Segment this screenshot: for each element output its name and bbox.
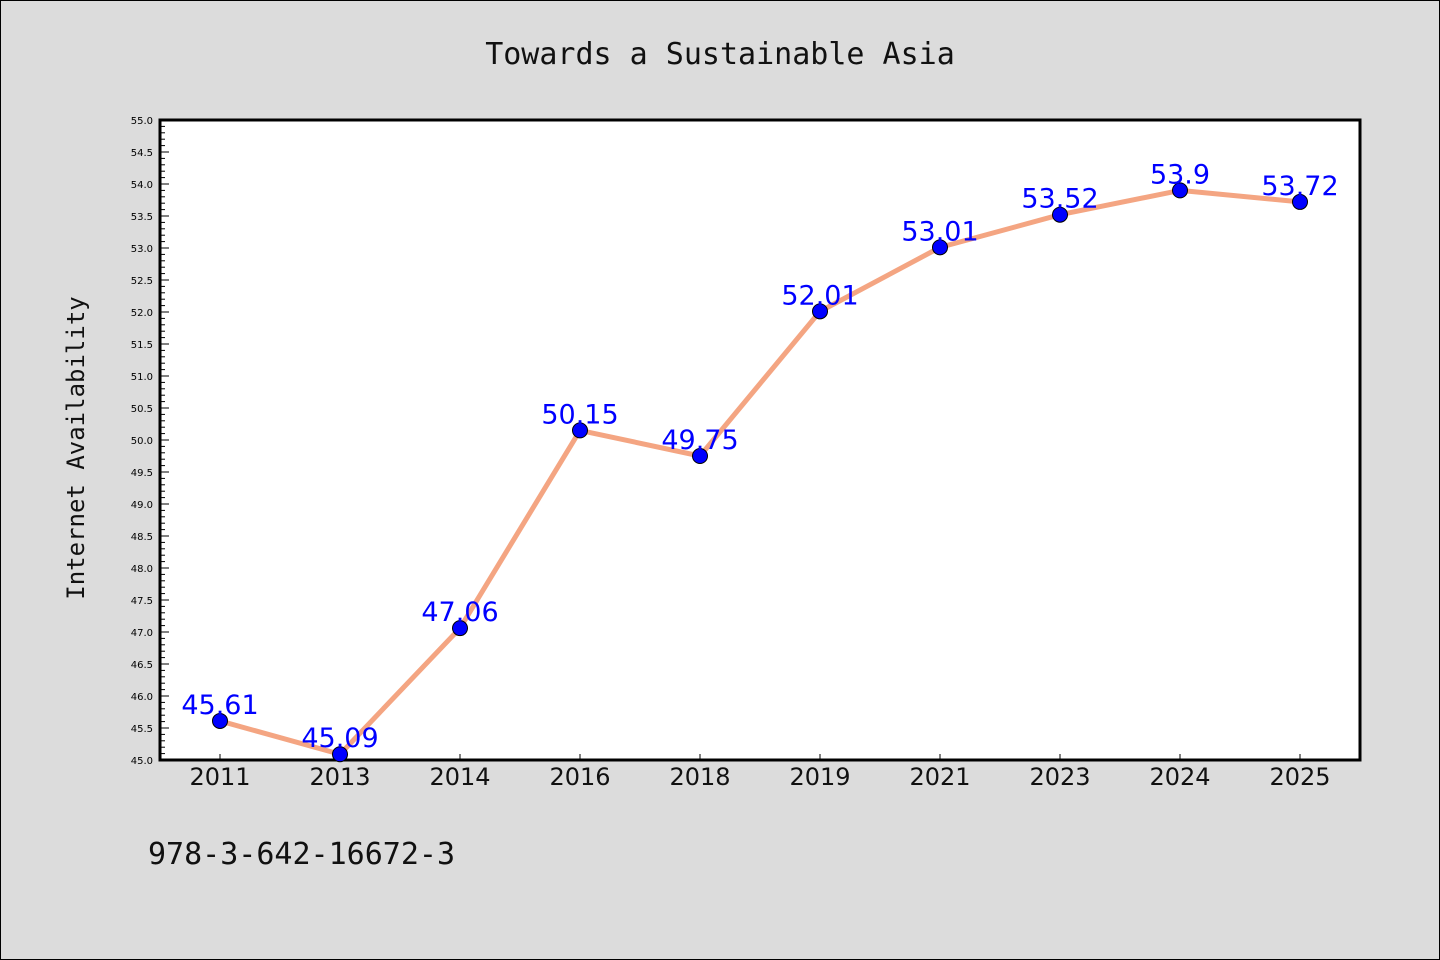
y-tick-label: 53.5 bbox=[131, 212, 153, 223]
y-tick-label: 54.0 bbox=[131, 180, 153, 191]
data-point bbox=[1292, 193, 1308, 210]
data-label: 52.01 bbox=[781, 280, 858, 311]
data-point bbox=[212, 712, 228, 729]
data-label: 53.01 bbox=[901, 216, 978, 247]
y-tick-label: 51.0 bbox=[131, 372, 153, 383]
x-tick-label: 2013 bbox=[309, 763, 370, 791]
y-tick-label: 55.0 bbox=[131, 116, 153, 127]
data-label: 53.9 bbox=[1150, 159, 1210, 190]
x-axis-ticks: 2011 2013 2014 2016 2018 2019 2021 2023 2024 2025 bbox=[189, 754, 1331, 791]
y-axis-ticks: 45.0 45.5 46.0 46.5 47.0 47.5 48.0 48.5 49.0 49.5… bbox=[131, 116, 169, 767]
x-tick-label: 2016 bbox=[549, 763, 610, 791]
data-label: 47.06 bbox=[421, 597, 498, 628]
x-tick-label: 2024 bbox=[1149, 763, 1210, 791]
x-tick-label: 2023 bbox=[1029, 763, 1090, 791]
data-label: 50.15 bbox=[541, 399, 618, 430]
data-point bbox=[572, 422, 588, 439]
x-tick-label: 2011 bbox=[189, 763, 250, 791]
data-label: 53.52 bbox=[1021, 184, 1098, 215]
x-tick-label: 2018 bbox=[669, 763, 730, 791]
y-tick-label: 48.5 bbox=[131, 532, 153, 543]
data-point bbox=[692, 448, 708, 464]
x-tick-label: 2014 bbox=[429, 763, 490, 791]
y-tick-label: 51.5 bbox=[131, 340, 153, 351]
y-tick-label: 54.5 bbox=[131, 148, 153, 159]
data-point bbox=[932, 239, 948, 256]
x-tick-label: 2021 bbox=[909, 763, 970, 791]
data-label: 45.09 bbox=[301, 723, 378, 754]
y-tick-label: 50.5 bbox=[131, 404, 153, 415]
y-tick-label: 49.0 bbox=[131, 500, 153, 511]
y-tick-label: 48.0 bbox=[131, 564, 153, 575]
data-markers bbox=[212, 182, 1308, 763]
y-tick-label: 50.0 bbox=[131, 436, 153, 447]
y-tick-label: 47.0 bbox=[131, 628, 153, 639]
chart-title: Towards a Sustainable Asia bbox=[485, 37, 955, 72]
y-tick-label: 45.5 bbox=[131, 724, 153, 735]
data-label: 53.72 bbox=[1261, 171, 1338, 202]
data-labels: 45.61 45.09 47.06 50.15 49.75 52.01 53.01 53.52… bbox=[181, 159, 1338, 754]
data-point bbox=[452, 620, 468, 637]
y-tick-label: 52.5 bbox=[131, 276, 153, 287]
y-tick-label: 46.0 bbox=[131, 692, 153, 703]
series-line bbox=[219, 187, 1301, 757]
data-point bbox=[1052, 206, 1068, 223]
plot-area bbox=[158, 118, 1362, 762]
y-axis-label: Internet Availability bbox=[62, 296, 90, 599]
data-label: 49.75 bbox=[661, 425, 738, 456]
x-tick-label: 2025 bbox=[1269, 763, 1330, 791]
y-tick-label: 49.5 bbox=[131, 468, 153, 479]
isbn-text: 978-3-642-16672-3 bbox=[148, 837, 455, 872]
y-tick-label: 52.0 bbox=[131, 308, 153, 319]
y-tick-label: 45.0 bbox=[131, 756, 153, 767]
series-line-group bbox=[219, 187, 1301, 757]
x-tick-label: 2019 bbox=[789, 763, 850, 791]
data-point bbox=[1172, 182, 1188, 199]
data-point bbox=[332, 746, 348, 763]
data-point bbox=[812, 303, 828, 320]
y-tick-label: 53.0 bbox=[131, 244, 153, 255]
y-tick-label: 47.5 bbox=[131, 596, 153, 607]
y-tick-label: 46.5 bbox=[131, 660, 153, 671]
data-label: 45.61 bbox=[181, 690, 258, 721]
